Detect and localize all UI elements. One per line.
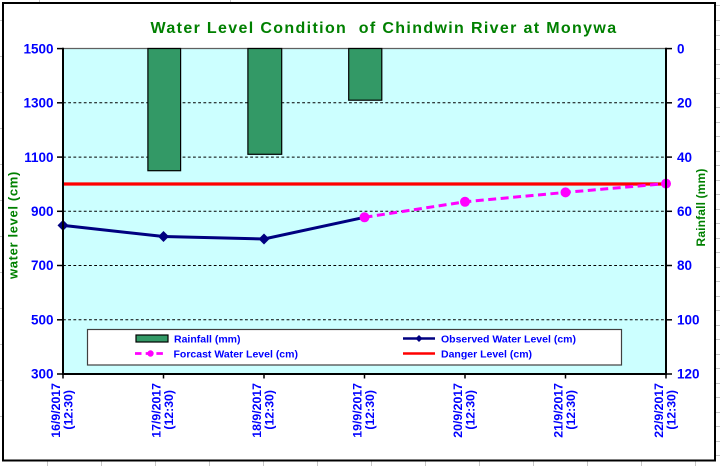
- svg-text:120: 120: [677, 367, 700, 382]
- svg-text:1100: 1100: [24, 150, 53, 165]
- svg-text:(12:30): (12:30): [665, 390, 679, 430]
- svg-text:(12:30): (12:30): [62, 390, 76, 430]
- svg-text:(12:30): (12:30): [162, 390, 176, 430]
- svg-text:21/9/2017: 21/9/2017: [552, 383, 566, 438]
- svg-text:1300: 1300: [23, 96, 53, 111]
- svg-text:(12:30): (12:30): [464, 390, 478, 430]
- svg-text:0: 0: [677, 41, 685, 56]
- svg-text:60: 60: [677, 204, 692, 219]
- svg-text:500: 500: [31, 313, 54, 328]
- svg-text:Forcast Water Level (cm): Forcast Water Level (cm): [174, 349, 298, 361]
- svg-text:17/9/2017: 17/9/2017: [150, 383, 164, 438]
- svg-text:(12:30): (12:30): [564, 390, 578, 430]
- svg-text:(12:30): (12:30): [263, 390, 277, 430]
- svg-text:40: 40: [677, 150, 692, 165]
- svg-text:1500: 1500: [23, 41, 53, 56]
- svg-text:19/9/2017: 19/9/2017: [351, 383, 365, 438]
- svg-text:900: 900: [31, 204, 54, 219]
- svg-text:100: 100: [677, 313, 700, 328]
- svg-text:water level (cm): water level (cm): [6, 171, 21, 280]
- svg-text:20/9/2017: 20/9/2017: [451, 383, 465, 438]
- svg-text:20: 20: [677, 96, 692, 111]
- svg-text:80: 80: [677, 258, 692, 273]
- svg-text:300: 300: [31, 367, 54, 382]
- svg-text:700: 700: [31, 258, 54, 273]
- svg-text:22/9/2017: 22/9/2017: [652, 383, 666, 438]
- svg-text:Water Level Condition of Chin: Water Level Condition of Chindwin River …: [151, 20, 618, 37]
- svg-text:(12:30): (12:30): [363, 390, 377, 430]
- svg-text:16/9/2017: 16/9/2017: [49, 383, 63, 438]
- svg-text:Rainfall (mm): Rainfall (mm): [694, 169, 708, 247]
- svg-text:Danger Level (cm): Danger Level (cm): [441, 349, 532, 361]
- svg-text:18/9/2017: 18/9/2017: [250, 383, 264, 438]
- svg-text:Observed Water Level (cm): Observed Water Level (cm): [441, 334, 576, 346]
- svg-text:Rainfall (mm): Rainfall (mm): [174, 334, 241, 346]
